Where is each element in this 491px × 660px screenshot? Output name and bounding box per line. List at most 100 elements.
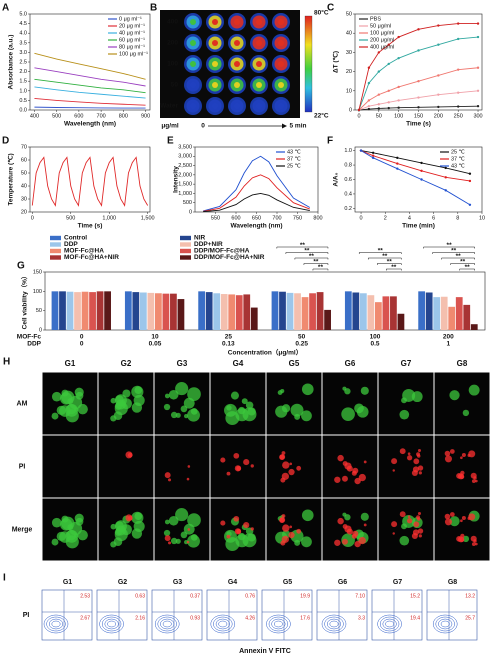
x-tick-label: 200 — [434, 113, 443, 119]
y-tick-label: 4.0 — [19, 31, 27, 37]
bar — [375, 302, 382, 330]
bar — [104, 291, 111, 330]
legend-label: DDP — [64, 241, 78, 248]
y-tick-label: 0.8 — [344, 163, 352, 169]
cell-signal — [417, 517, 421, 521]
cell-signal — [110, 523, 117, 530]
point — [456, 22, 460, 25]
cell-signal — [358, 536, 366, 545]
significance-label: ** — [300, 242, 306, 249]
row-label: PI — [19, 463, 26, 470]
column-label: G7 — [401, 359, 412, 368]
panel-letter: A — [2, 3, 9, 14]
bar — [448, 306, 456, 330]
legend-label: 100 μg ml⁻¹ — [119, 51, 148, 57]
quadrant-value: 0.63 — [135, 593, 145, 599]
cell-signal — [220, 520, 226, 526]
point — [396, 162, 399, 165]
significance-bracket — [285, 252, 329, 254]
well-center — [234, 103, 240, 109]
cell-signal — [230, 391, 239, 400]
cell-signal — [344, 462, 352, 470]
cell-signal — [360, 386, 369, 395]
cell-signal — [473, 476, 477, 480]
legend-label: 37 ℃ — [451, 156, 466, 162]
cell-signal — [247, 533, 256, 542]
series-line — [203, 174, 310, 212]
well-center — [190, 103, 196, 109]
y-tick-label: 1,500 — [178, 182, 192, 188]
y-tick-label: 1.0 — [344, 148, 352, 154]
cell-signal — [334, 539, 341, 546]
x-tick-label: 600 — [231, 215, 240, 221]
cell-signal — [337, 454, 344, 462]
panel-letter: H — [3, 357, 10, 368]
y-tick-label: 1,000 — [178, 191, 192, 197]
column-label: G8 — [448, 579, 457, 586]
x-tick-label: 200 — [443, 334, 454, 341]
bar — [132, 292, 140, 330]
cell-signal — [281, 451, 286, 455]
point — [359, 149, 363, 152]
cell-signal — [281, 514, 286, 518]
bar — [124, 291, 132, 330]
x-tick-label: 2 — [384, 215, 387, 221]
cell-signal — [110, 541, 117, 548]
unit-label: μg/ml — [161, 123, 179, 130]
panel-letter: E — [167, 136, 174, 147]
legend-label: 50 μg/ml — [370, 23, 391, 29]
point — [367, 99, 371, 102]
cell-signal — [280, 477, 286, 483]
cell-signal — [220, 457, 226, 463]
well-center — [278, 40, 284, 46]
column-label: G1 — [65, 359, 76, 368]
cell-signal — [114, 520, 127, 533]
quadrant-value: 2.53 — [80, 593, 90, 599]
point — [468, 179, 472, 183]
significance-label: ** — [451, 248, 457, 255]
x-tick-label: 100 — [370, 334, 381, 341]
point — [377, 93, 381, 96]
cell-signal — [418, 534, 422, 538]
y-tick-label: 4.5 — [19, 21, 27, 27]
point — [444, 176, 447, 179]
contour — [160, 618, 175, 630]
contour — [210, 614, 236, 634]
bar — [228, 294, 236, 330]
cell-signal — [77, 529, 88, 541]
cell-signal — [186, 540, 190, 544]
legend-label: Control — [64, 235, 87, 242]
cell-signal — [235, 534, 249, 548]
cell-signal — [449, 512, 455, 517]
panel-letter: I — [3, 573, 6, 584]
contour — [268, 616, 289, 632]
quadrant-value: 25.7 — [465, 615, 475, 621]
bar — [440, 296, 448, 330]
cell-signal — [226, 534, 231, 539]
cell-signal — [187, 513, 201, 527]
legend-swatch — [180, 242, 191, 247]
bar — [316, 292, 324, 330]
panel-letter: D — [2, 136, 9, 147]
legend-label: 80 μg ml⁻¹ — [119, 44, 145, 50]
well-center — [190, 40, 196, 46]
cell-signal — [351, 533, 357, 539]
significance-label: ** — [382, 253, 388, 260]
cell-signal — [351, 470, 357, 476]
contour — [440, 620, 450, 628]
bar — [352, 292, 360, 330]
column-label: G1 — [63, 579, 72, 586]
series-line — [34, 86, 146, 99]
legend-label: DDP/MOF-Fc@HA+NIR — [194, 254, 265, 261]
cell-signal — [175, 382, 189, 396]
x-tick-label: 1 — [447, 341, 451, 348]
point — [371, 156, 375, 160]
point — [417, 49, 420, 52]
arrow-head — [282, 123, 287, 129]
point — [397, 106, 400, 109]
legend-label: 20 μg ml⁻¹ — [119, 23, 145, 29]
contour — [438, 618, 453, 630]
legend-label: 37 ℃ — [287, 156, 302, 162]
cell-signal — [358, 473, 366, 482]
x-tick-label: 10 — [479, 215, 485, 221]
